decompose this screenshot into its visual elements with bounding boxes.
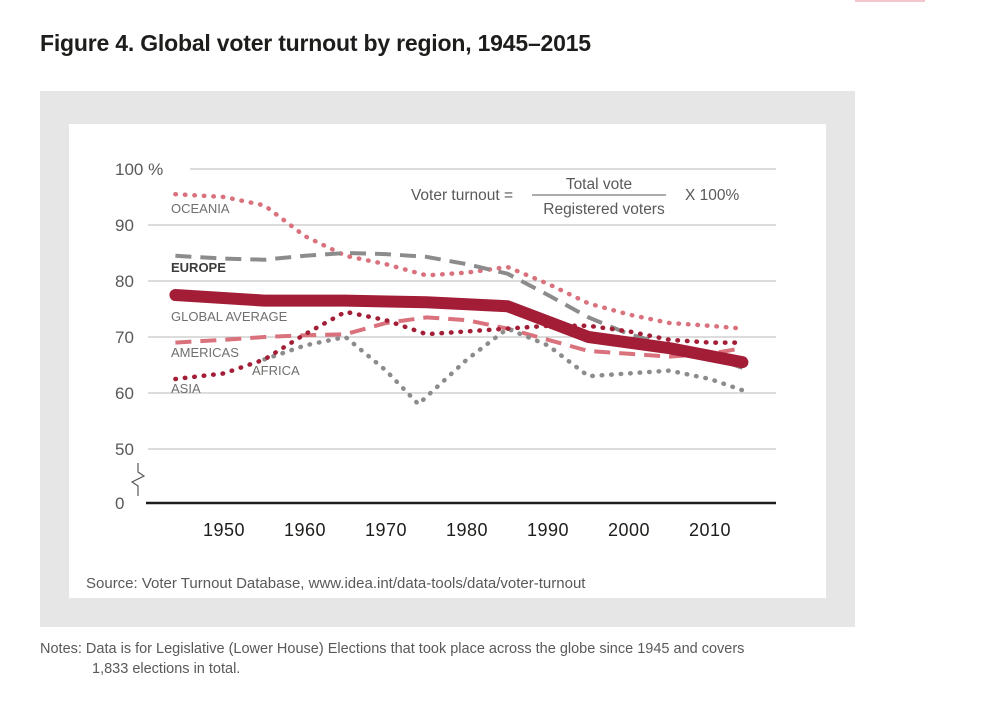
series-label-oceania: OCEANIA [171, 201, 230, 216]
series-line-global-average [169, 289, 749, 369]
series-label-africa: AFRICA [252, 363, 300, 378]
series-label-layer: OCEANIA EUROPE GLOBAL AVERAGE AMERICAS AFRIC… [171, 201, 300, 396]
chart-white-panel [69, 124, 826, 598]
series-label-americas: AMERICAS [171, 345, 239, 360]
notes-line-1: Notes: Data is for Legislative (Lower Ho… [40, 641, 745, 657]
y-tick-label-60: 60 [115, 384, 134, 403]
x-tick-label-2000: 2000 [608, 520, 650, 540]
y-tick-label-100: 100 % [115, 160, 163, 179]
figure-title: Figure 4. Global voter turnout by region… [40, 30, 591, 56]
axis-layer: 0 50 60 70 80 90 100 % 1950 1960 1970 1980 1990 2000… [115, 160, 776, 540]
x-tick-label-1980: 1980 [446, 520, 488, 540]
turnout-formula: Voter turnout = Total vote Registered vo… [411, 176, 740, 218]
y-tick-label-80: 80 [115, 272, 134, 291]
formula-denominator: Registered voters [543, 201, 665, 218]
formula-multiplier: X 100% [685, 187, 740, 204]
x-tick-label-2010: 2010 [689, 520, 731, 540]
x-tick-label-1950: 1950 [203, 520, 245, 540]
grid-layer [148, 168, 776, 450]
series-line-europe [175, 251, 744, 370]
series-line-americas [175, 315, 743, 359]
series-layer [169, 191, 749, 407]
y-axis-break-icon [130, 463, 146, 496]
series-label-europe: EUROPE [171, 260, 226, 275]
series-line-oceania [173, 191, 745, 331]
top-accent-bar [855, 0, 925, 2]
series-line-africa [262, 326, 745, 407]
formula-numerator: Total vote [566, 176, 632, 193]
figure-notes: Notes: Data is for Legislative (Lower Ho… [40, 639, 860, 679]
y-tick-label-90: 90 [115, 216, 134, 235]
y-tick-label-0: 0 [115, 494, 124, 513]
x-tick-label-1970: 1970 [365, 520, 407, 540]
y-tick-label-50: 50 [115, 440, 134, 459]
series-label-global-average: GLOBAL AVERAGE [171, 309, 288, 324]
x-tick-label-1960: 1960 [284, 520, 326, 540]
x-tick-label-1990: 1990 [527, 520, 569, 540]
y-tick-label-70: 70 [115, 328, 134, 347]
series-label-asia: ASIA [171, 381, 201, 396]
notes-line-2: 1,833 elections in total. [92, 661, 241, 677]
formula-lhs: Voter turnout = [411, 187, 513, 204]
chart-source: Source: Voter Turnout Database, www.idea… [86, 575, 586, 592]
